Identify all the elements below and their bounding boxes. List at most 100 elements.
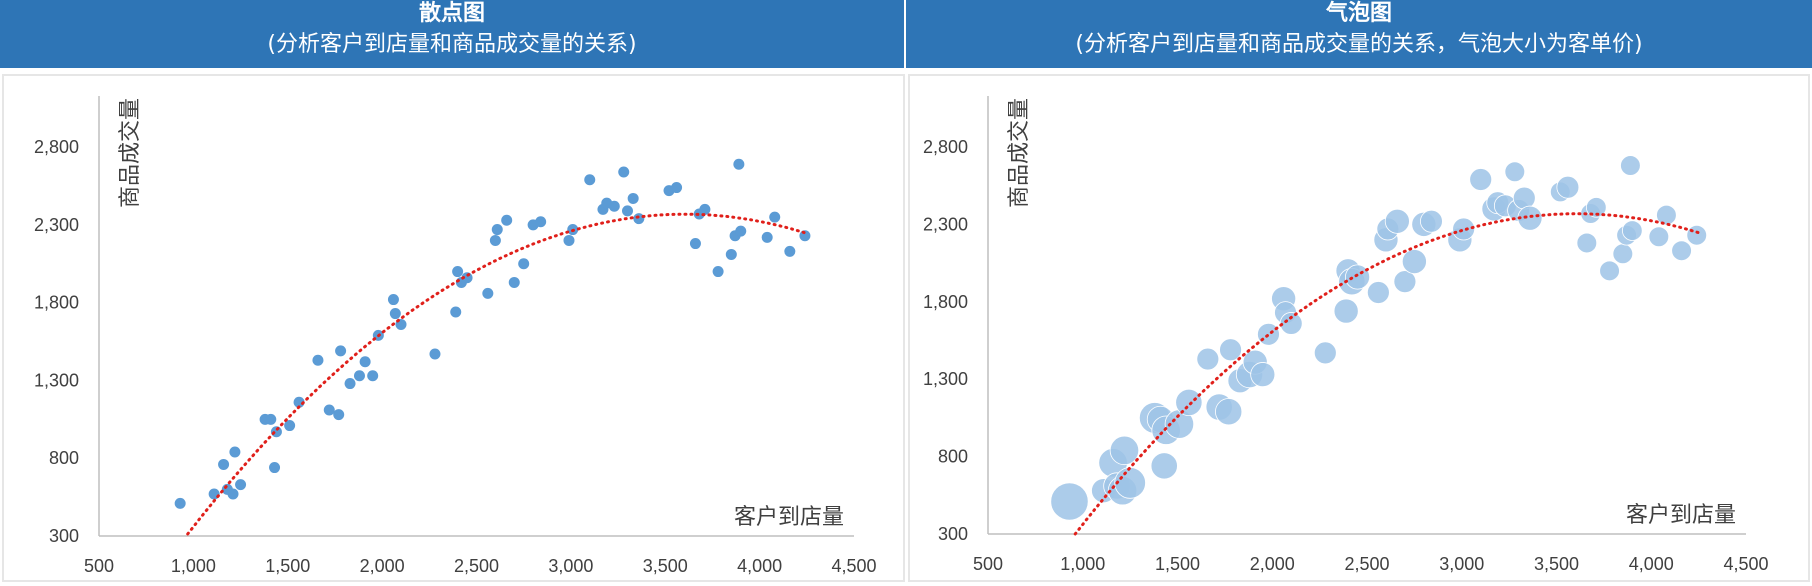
y-tick-label: 1,300: [923, 369, 968, 389]
y-tick-label: 2,300: [923, 214, 968, 234]
x-tick-label: 3,500: [643, 556, 688, 576]
scatter-point: [235, 479, 247, 491]
x-tick-label: 1,500: [1155, 554, 1200, 574]
bubble-chart-header: 气泡图 (分析客户到店量和商品成交量的关系，气泡大小为客单价): [906, 0, 1812, 68]
bubble-point: [1393, 270, 1417, 294]
x-tick-label: 3,500: [1534, 554, 1579, 574]
x-tick-label: 3,000: [548, 556, 593, 576]
bubble-point: [1612, 243, 1634, 265]
bubble-point: [1345, 264, 1371, 290]
bubble-point: [1686, 224, 1708, 246]
x-tick-label: 1,000: [171, 556, 216, 576]
scatter-point: [269, 462, 281, 474]
bubble-point: [1512, 186, 1536, 210]
trendline: [1073, 212, 1701, 536]
scatter-point: [699, 203, 711, 215]
bubble-point: [1556, 175, 1580, 199]
scatter-point: [633, 213, 645, 225]
scatter-point: [229, 446, 241, 458]
bubble-point: [1279, 312, 1303, 335]
bubble-chart-subtitle: (分析客户到店量和商品成交量的关系，气泡大小为客单价): [1075, 32, 1643, 57]
scatter-point: [335, 345, 347, 357]
x-tick-label: 1,000: [1060, 554, 1105, 574]
bubble-point: [1384, 208, 1410, 234]
bubble-chart: 500 1,000 1,500 2,000 2,500 3,000 3,500 4,000 4,…: [923, 96, 1769, 574]
scatter-point: [387, 294, 399, 306]
scatter-point: [735, 225, 747, 237]
bubble-point: [1109, 435, 1140, 466]
bubble-chart-title: 气泡图: [1325, 1, 1392, 26]
x-tick-label: 500: [84, 556, 114, 576]
scatter-point: [618, 166, 630, 178]
x-axis-label: 客户到店量: [1626, 502, 1736, 527]
scatter-point: [761, 231, 773, 243]
x-tick-label: 2,500: [454, 556, 499, 576]
scatter-point: [359, 356, 371, 368]
x-tick-label: 2,000: [360, 556, 405, 576]
x-tick-label: 4,000: [1629, 554, 1674, 574]
x-tick-label: 2,500: [1344, 554, 1389, 574]
y-tick-label: 300: [938, 524, 968, 544]
x-tick-label: 4,500: [831, 556, 876, 576]
x-tick-label: 3,000: [1439, 554, 1484, 574]
scatter-point: [535, 216, 547, 228]
x-tick-label: 500: [973, 554, 1003, 574]
bubble-point: [1313, 341, 1337, 365]
scatter-point: [491, 224, 503, 236]
scatter-point: [518, 258, 530, 270]
scatter-point: [174, 497, 186, 509]
bubble-point: [1114, 467, 1146, 499]
scatter-point: [482, 287, 494, 299]
scatter-point: [501, 214, 513, 226]
x-tick-label: 4,000: [737, 556, 782, 576]
bubble-chart-panel: 500 1,000 1,500 2,000 2,500 3,000 3,500 4,000 4,…: [908, 74, 1810, 582]
scatter-chart-header: 散点图 (分析客户到店量和商品成交量的关系): [0, 0, 904, 68]
bubble-point: [1620, 155, 1641, 176]
bubble-point: [1219, 338, 1242, 362]
scatter-point: [344, 378, 356, 390]
scatter-point: [508, 276, 520, 288]
scatter-point: [367, 370, 379, 382]
bubble-point: [1656, 204, 1677, 226]
bubble-point: [1150, 452, 1178, 480]
bubble-point: [1671, 240, 1692, 261]
y-axis-label: 商品成交量: [117, 98, 142, 208]
scatter-point: [608, 200, 620, 212]
scatter-point: [265, 413, 277, 425]
scatter-point: [227, 488, 239, 500]
x-tick-label: 2,000: [1250, 554, 1295, 574]
scatter-point: [489, 234, 501, 246]
x-axis-label: 客户到店量: [734, 504, 844, 529]
y-axis-label: 商品成交量: [1006, 98, 1031, 208]
scatter-point: [452, 266, 464, 278]
y-tick-label: 1,800: [923, 292, 968, 312]
bubble-point: [1585, 197, 1607, 218]
bubble-point: [1401, 249, 1427, 275]
scatter-chart-panel: 500 1,000 1,500 2,000 2,500 3,000 3,500 4,000 4,…: [2, 74, 905, 582]
scatter-chart: 500 1,000 1,500 2,000 2,500 3,000 3,500 4,000 4,…: [34, 96, 877, 576]
bubble-point: [1215, 398, 1243, 426]
scatter-point: [733, 158, 745, 170]
scatter-point: [353, 370, 365, 382]
bubble-point: [1196, 347, 1220, 371]
scatter-point: [671, 182, 683, 194]
scatter-point: [218, 458, 230, 470]
scatter-point: [333, 409, 345, 421]
bubble-point: [1333, 298, 1359, 324]
trendline: [186, 212, 809, 536]
scatter-point: [627, 192, 639, 204]
x-tick-label: 4,500: [1723, 554, 1768, 574]
x-tick-label: 1,500: [265, 556, 310, 576]
scatter-point: [622, 205, 633, 217]
y-tick-label: 2,300: [34, 215, 79, 235]
scatter-point: [769, 211, 781, 223]
scatter-point: [784, 245, 796, 257]
bubble-point: [1504, 161, 1526, 183]
bubble-point: [1452, 217, 1476, 241]
scatter-point: [389, 308, 401, 320]
bubble-point: [1599, 260, 1620, 282]
bubble-point: [1621, 220, 1643, 241]
scatter-point: [312, 354, 324, 366]
bubble-point: [1366, 281, 1390, 304]
bubble-point: [1257, 322, 1280, 346]
